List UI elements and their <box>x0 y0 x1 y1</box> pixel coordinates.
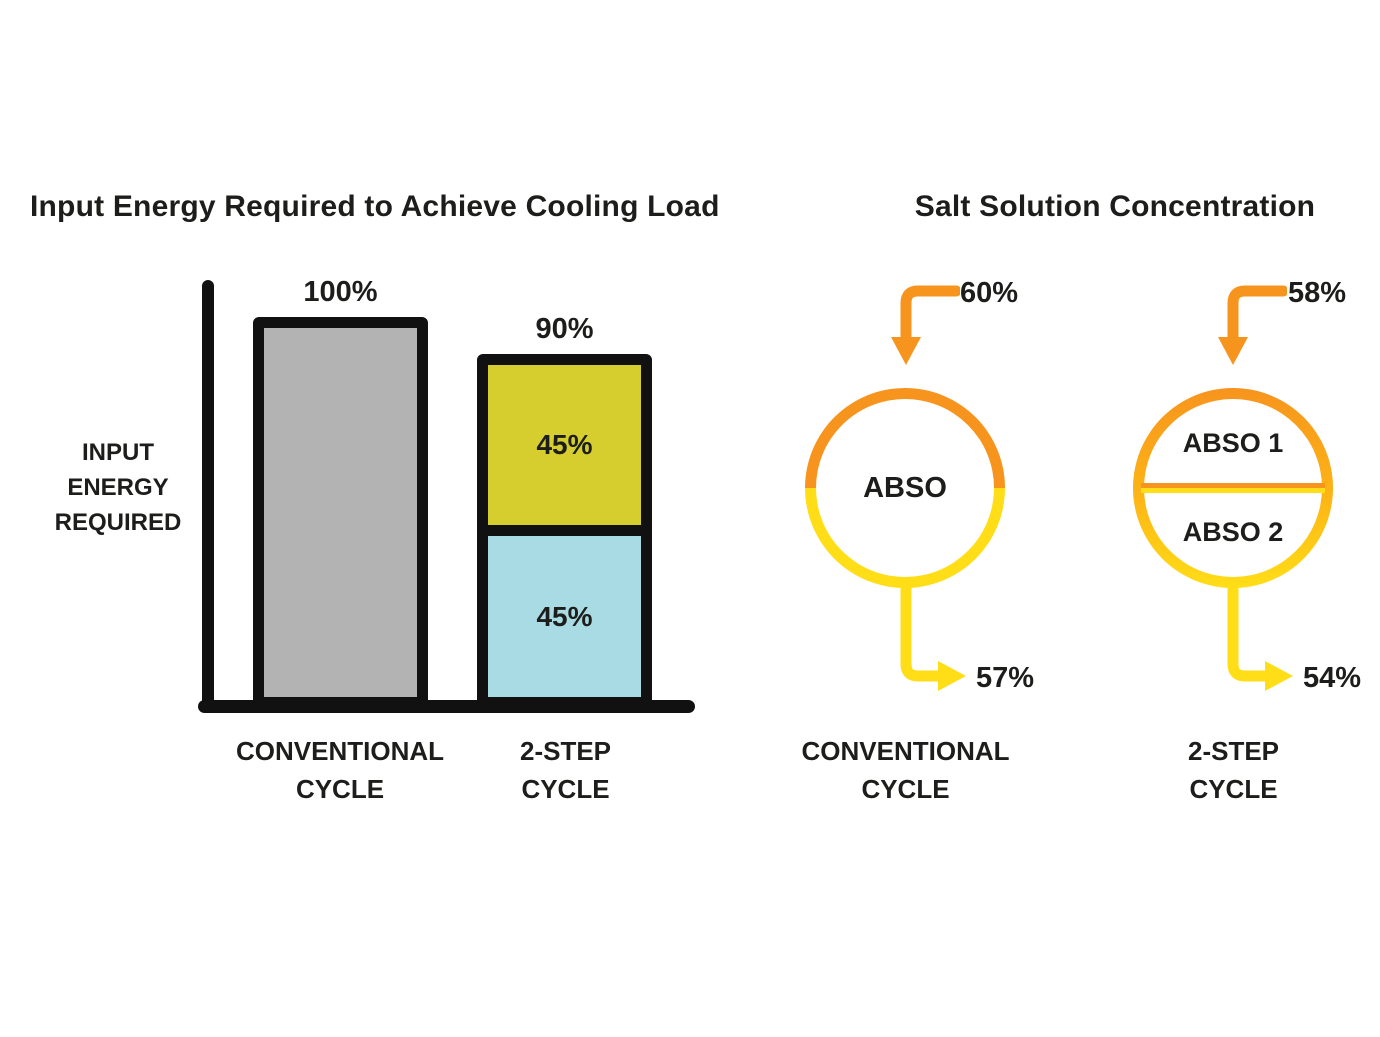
category-label-line: CYCLE <box>295 774 385 804</box>
vessel-top-label: ABSO 1 <box>1182 428 1284 458</box>
category-label-line: 2-STEP <box>519 736 612 766</box>
chart-title: Input Energy Required to Achieve Cooling… <box>30 190 720 223</box>
category-label-conventional: CONVENTIONAL CYCLE <box>793 732 1018 808</box>
outflow-concentration-label: 54% <box>1303 662 1362 694</box>
category-label-2step: 2-STEP CYCLE <box>473 732 658 808</box>
segment-label-upper: 45% <box>536 429 593 460</box>
vessel-divider-line <box>1141 483 1325 493</box>
y-axis-line <box>202 280 214 712</box>
inflow-arrow-icon <box>891 285 960 365</box>
absorber-vessel-icon: ABSO <box>805 388 1005 588</box>
bar-2step-upper-segment: 45% <box>488 365 641 525</box>
inflow-concentration-label: 58% <box>1288 277 1347 309</box>
y-axis-label-line: ENERGY <box>67 474 169 501</box>
category-label-line: CYCLE <box>521 774 610 804</box>
input-energy-chart: Input Energy Required to Achieve Cooling… <box>0 0 770 820</box>
inflow-concentration-label: 60% <box>960 277 1019 309</box>
category-label-line: CONVENTIONAL <box>236 736 444 766</box>
bar-total-label-conventional: 100% <box>303 276 378 308</box>
two-stage-absorber-vessel-icon: ABSO 1 ABSO 2 <box>1133 388 1333 588</box>
category-label-line: 2-STEP <box>1187 736 1280 766</box>
category-label-2step: 2-STEP CYCLE <box>1141 732 1326 808</box>
category-label-line: CYCLE <box>861 774 950 804</box>
segment-divider <box>488 525 641 536</box>
segment-label-lower: 45% <box>536 600 593 632</box>
category-label-line: CYCLE <box>1189 774 1278 804</box>
y-axis-label: INPUT ENERGY REQUIRED <box>53 435 183 540</box>
bar-conventional <box>253 317 428 708</box>
absorber-vessel-body: ABSO <box>816 399 994 577</box>
y-axis-label-line: REQUIRED <box>54 509 182 536</box>
bar-2step-lower-segment: 45% <box>488 536 641 697</box>
absorber-vessel-body: ABSO 1 ABSO 2 <box>1141 399 1325 577</box>
salt-concentration-diagram: Salt Solution Concentration 60% ABSO 57%… <box>770 0 1380 820</box>
outflow-concentration-label: 57% <box>976 662 1035 694</box>
outflow-arrow-icon <box>1227 586 1293 691</box>
diagram-title: Salt Solution Concentration <box>914 190 1316 223</box>
outflow-arrow-icon <box>900 586 966 691</box>
category-label-conventional: CONVENTIONAL CYCLE <box>225 732 455 808</box>
vessel-bottom-label: ABSO 2 <box>1182 517 1284 547</box>
category-label-line: CONVENTIONAL <box>801 736 1010 766</box>
inflow-arrow-icon <box>1218 285 1287 365</box>
y-axis-label-line: INPUT <box>82 439 154 466</box>
bar-2step: 45% 45% <box>477 354 652 708</box>
bar-total-label-2step: 90% <box>535 313 594 345</box>
vessel-label: ABSO <box>863 471 947 504</box>
